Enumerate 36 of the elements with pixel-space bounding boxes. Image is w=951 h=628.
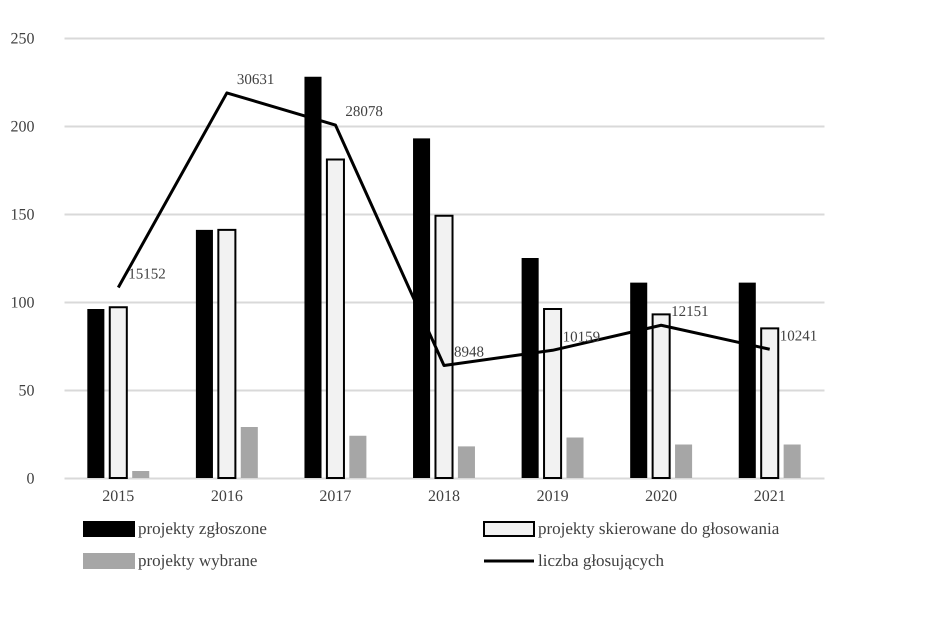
bar xyxy=(349,436,366,478)
bar xyxy=(108,306,128,479)
bar xyxy=(675,444,692,478)
bar xyxy=(87,309,104,478)
x-tick-label: 2020 xyxy=(645,488,678,505)
bar xyxy=(784,444,801,478)
y-tick-label: 250 xyxy=(10,30,34,48)
legend-label: projekty skierowane do głosowania xyxy=(538,519,780,538)
bar xyxy=(217,228,236,479)
y-tick-label: 50 xyxy=(18,382,34,400)
x-tick-label: 2015 xyxy=(102,488,134,505)
y-tick-label: 100 xyxy=(10,294,34,312)
bar xyxy=(326,158,345,479)
legend-label: projekty zgłoszone xyxy=(138,519,267,538)
data-label: 10159 xyxy=(562,329,600,346)
x-tick-label: 2016 xyxy=(210,488,243,505)
bar xyxy=(132,470,150,478)
data-label: 30631 xyxy=(236,72,274,88)
bar xyxy=(240,426,258,478)
x-tick-label: 2018 xyxy=(428,488,460,505)
bar xyxy=(196,230,213,478)
legend-label: projekty wybrane xyxy=(138,551,258,570)
y-tick-label: 150 xyxy=(10,206,34,224)
data-label: 10241 xyxy=(780,328,818,344)
bar xyxy=(458,446,475,478)
x-tick-label: 2019 xyxy=(536,488,569,505)
x-tick-label: 2017 xyxy=(319,488,352,505)
legend-label: liczba głosujących xyxy=(538,551,665,570)
data-label: 15152 xyxy=(128,266,166,283)
y-tick-label: 200 xyxy=(10,118,34,136)
y-tick-label: 0 xyxy=(26,470,34,488)
data-label: 8948 xyxy=(454,344,484,361)
data-label: 12151 xyxy=(671,304,709,320)
bar xyxy=(566,438,584,478)
x-tick-label: 2021 xyxy=(754,488,786,505)
data-label: 28078 xyxy=(345,104,383,120)
